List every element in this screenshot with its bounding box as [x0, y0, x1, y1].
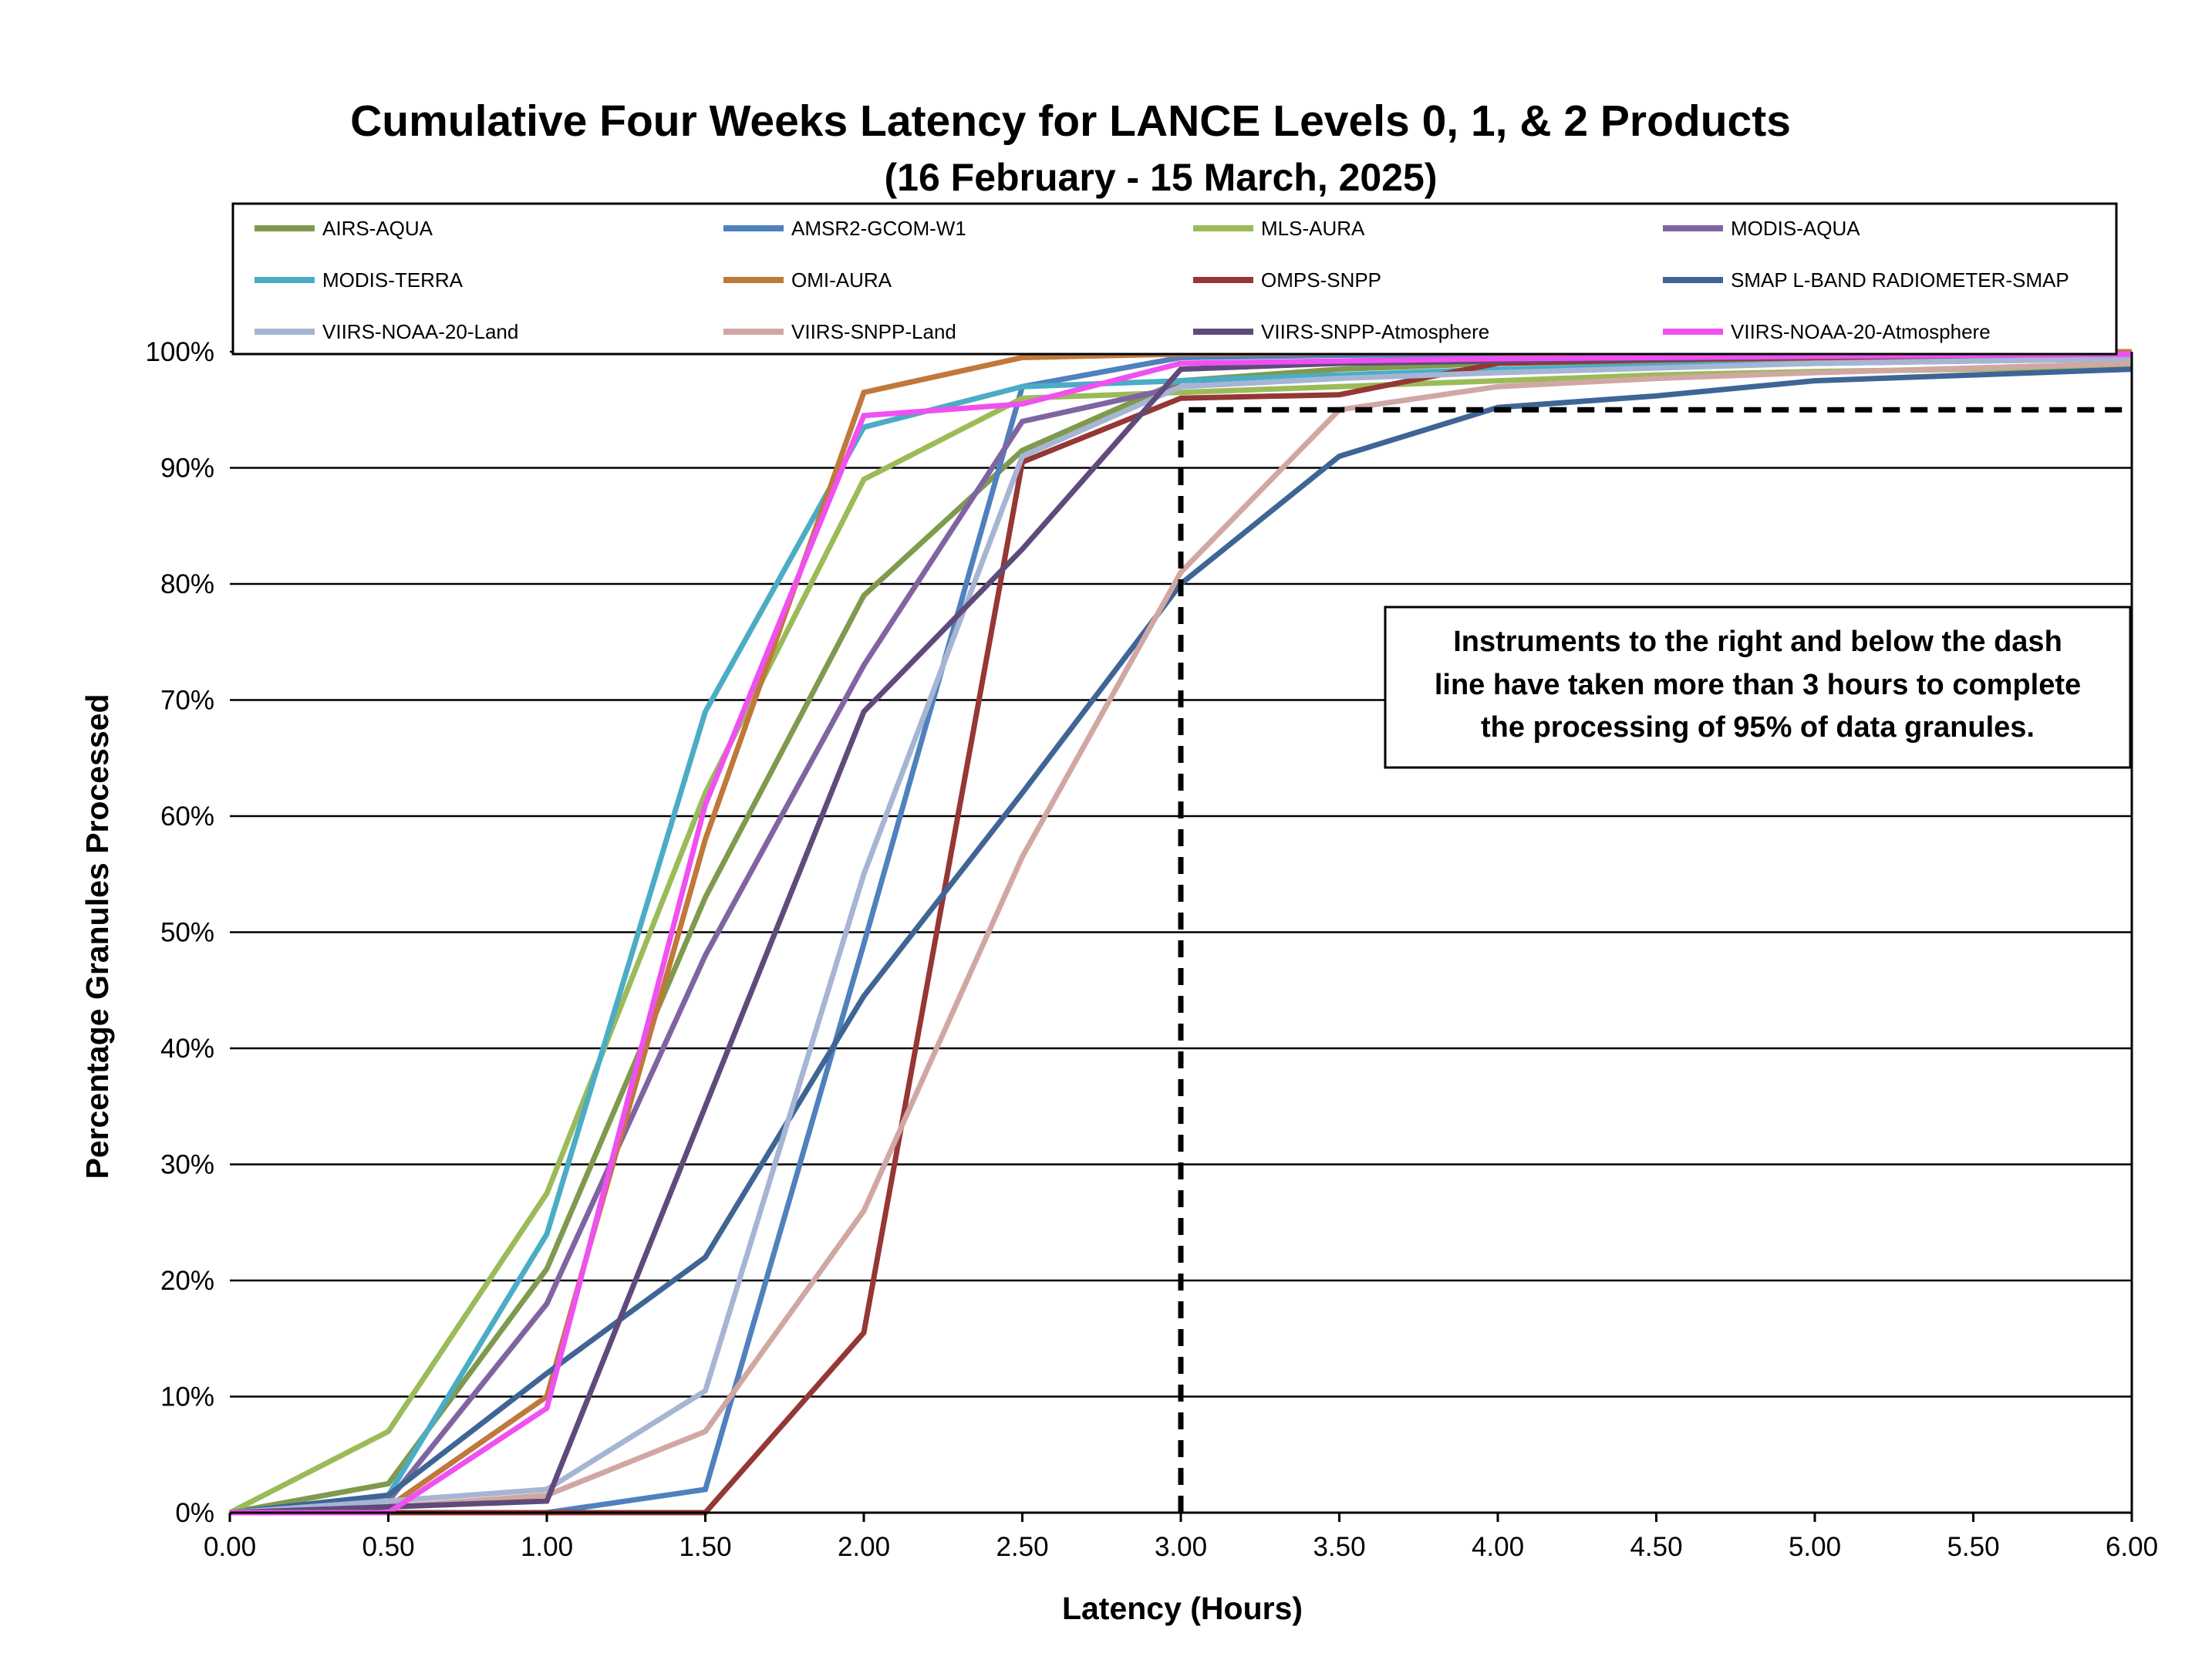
x-tick-label: 0.00 [204, 1532, 256, 1562]
threshold-dash-line [1178, 407, 2132, 1513]
x-tick-label: 0.50 [362, 1532, 414, 1562]
legend-label: VIIRS-SNPP-Atmosphere [1261, 320, 1489, 343]
x-tick-label: 2.50 [996, 1532, 1048, 1562]
y-tick-label: 50% [160, 918, 214, 948]
y-tick-label: 90% [160, 454, 214, 484]
legend-label: OMPS-SNPP [1261, 268, 1381, 292]
series-line-viirs-noaa-20-atmosphere [230, 351, 2133, 1516]
legend-label: AMSR2-GCOM-W1 [791, 217, 966, 240]
x-axis-label: Latency (Hours) [1062, 1591, 1303, 1626]
legend-label: VIIRS-SNPP-Land [791, 320, 956, 343]
x-tick-label: 6.00 [2106, 1532, 2158, 1562]
annotation-line-3: the processing of 95% of data granules. [1481, 711, 2035, 744]
y-tick-label: 30% [160, 1150, 214, 1180]
x-tick-label: 4.00 [1472, 1532, 1524, 1562]
y-tick-label: 80% [160, 569, 214, 599]
y-tick-label: 70% [160, 686, 214, 716]
x-tick-label: 1.50 [679, 1532, 731, 1562]
x-tick-label: 5.00 [1789, 1532, 1841, 1562]
y-tick-label: 60% [160, 801, 214, 832]
legend-label: MODIS-AQUA [1731, 217, 1860, 240]
annotation-box: Instruments to the right and below the d… [1384, 606, 2132, 769]
x-tick-label: 1.00 [521, 1532, 573, 1562]
x-tick-label: 2.00 [838, 1532, 890, 1562]
y-tick-label: 40% [160, 1034, 214, 1064]
threshold-line [1178, 407, 2132, 1513]
legend-label: SMAP L-BAND RADIOMETER-SMAP [1731, 268, 2069, 292]
x-tick-label: 3.50 [1313, 1532, 1365, 1562]
series-line-viirs-noaa-20-land [229, 356, 2133, 1516]
legend: AIRS-AQUA AMSR2-GCOM-W1 MLS-AURA MODIS-AQUA… [231, 202, 2118, 356]
annotation-line-2: line have taken more than 3 hours to com… [1435, 669, 2081, 701]
y-tick-label: 10% [160, 1382, 214, 1412]
x-tick-label: 3.00 [1155, 1532, 1207, 1562]
legend-label: VIIRS-NOAA-20-Atmosphere [1731, 320, 1991, 343]
legend-label: VIIRS-NOAA-20-Land [322, 320, 518, 343]
x-axis-ticks: 0.00 0.50 1.00 1.50 2.00 2.50 3.00 3.50 4.00 4.50… [204, 1513, 2158, 1562]
chart-title: Cumulative Four Weeks Latency for LANCE … [350, 96, 1791, 146]
y-tick-label: 20% [160, 1266, 214, 1296]
legend-label: MODIS-TERRA [322, 268, 464, 292]
y-axis-ticks: 0% 10% 20% 30% 40% 50% 60% 70% 80% 90% 100% [145, 337, 214, 1528]
legend-label: MLS-AURA [1261, 217, 1365, 240]
x-tick-label: 4.50 [1630, 1532, 1682, 1562]
x-tick-label: 5.50 [1947, 1532, 1999, 1562]
y-tick-label: 100% [145, 337, 214, 367]
legend-label: OMI-AURA [791, 268, 892, 292]
annotation-frame [1384, 606, 2132, 769]
annotation-line-1: Instruments to the right and below the d… [1453, 626, 2062, 658]
y-axis-label: Percentage Granules Processed [79, 694, 115, 1179]
legend-label: AIRS-AQUA [322, 217, 433, 240]
legend-box [231, 202, 2118, 356]
chart-subtitle: (16 February - 15 March, 2025) [885, 156, 1438, 199]
y-tick-label: 0% [175, 1498, 214, 1528]
